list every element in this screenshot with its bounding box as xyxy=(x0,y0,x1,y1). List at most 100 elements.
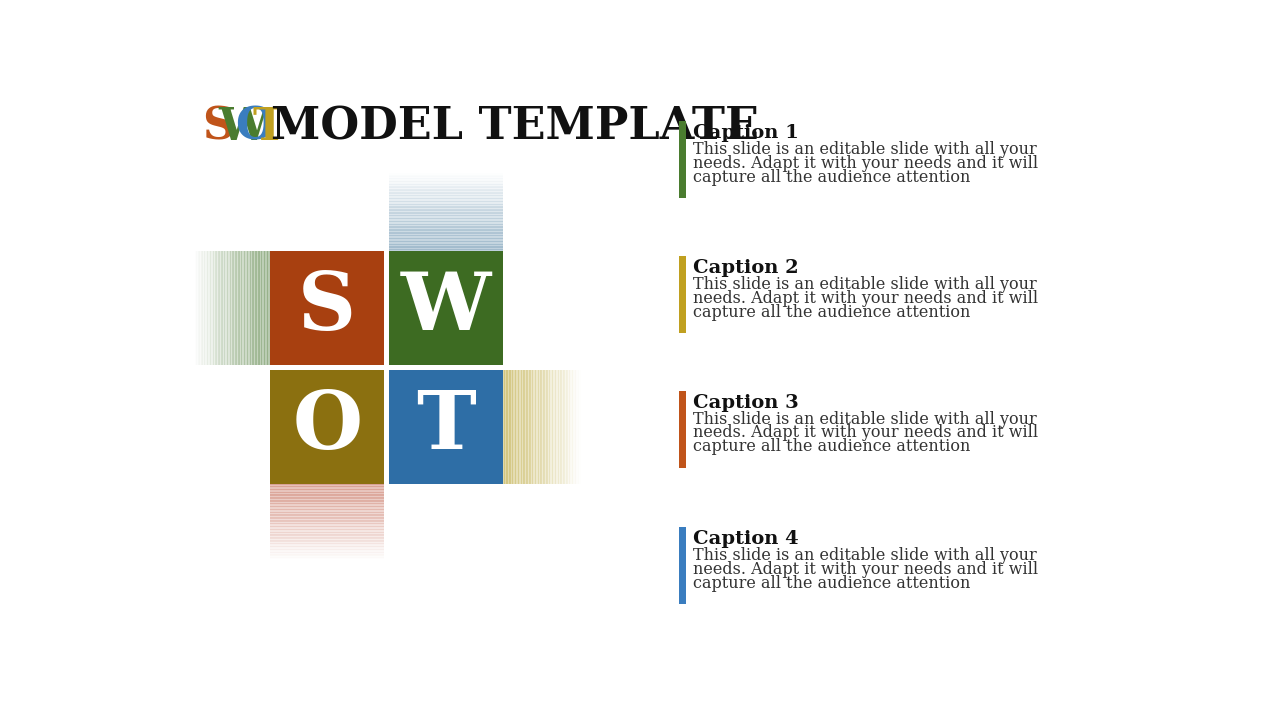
Bar xyxy=(562,370,563,484)
Bar xyxy=(389,238,503,240)
Text: This slide is an editable slide with all your: This slide is an editable slide with all… xyxy=(692,276,1037,293)
Bar xyxy=(564,370,567,484)
Bar xyxy=(255,251,257,365)
Bar xyxy=(270,485,384,487)
Bar xyxy=(521,370,524,484)
Bar xyxy=(270,532,384,534)
Bar xyxy=(389,228,503,230)
Bar xyxy=(229,251,230,365)
Bar xyxy=(389,207,503,210)
Bar xyxy=(207,251,210,365)
Bar xyxy=(680,121,686,198)
Bar xyxy=(389,226,503,228)
Bar xyxy=(550,370,553,484)
Bar xyxy=(270,501,384,504)
Text: This slide is an editable slide with all your: This slide is an editable slide with all… xyxy=(692,547,1037,564)
Bar xyxy=(270,525,384,527)
Bar xyxy=(270,512,384,515)
Bar xyxy=(518,370,521,484)
Bar xyxy=(193,251,196,365)
Bar xyxy=(579,370,581,484)
Bar xyxy=(511,370,513,484)
Bar xyxy=(557,370,559,484)
Bar xyxy=(515,370,517,484)
Bar xyxy=(517,370,518,484)
Bar xyxy=(270,551,384,553)
Bar xyxy=(270,495,384,498)
Text: Caption 4: Caption 4 xyxy=(692,530,799,548)
Bar xyxy=(503,370,506,484)
Bar xyxy=(270,492,384,495)
Bar xyxy=(389,198,503,200)
Bar xyxy=(270,486,384,488)
Bar xyxy=(530,370,532,484)
Text: Caption 3: Caption 3 xyxy=(692,394,799,412)
Bar xyxy=(238,251,241,365)
Bar xyxy=(233,251,236,365)
Bar xyxy=(389,209,503,211)
Bar xyxy=(526,370,529,484)
Bar xyxy=(268,251,270,365)
Bar xyxy=(270,540,384,542)
Bar xyxy=(389,201,503,204)
Text: W: W xyxy=(219,106,269,148)
Bar xyxy=(270,505,384,507)
Bar xyxy=(389,244,503,246)
Bar xyxy=(389,235,503,238)
Bar xyxy=(225,251,228,365)
Bar xyxy=(389,184,503,186)
Bar xyxy=(541,370,544,484)
Bar xyxy=(389,248,503,250)
Bar xyxy=(566,370,568,484)
Bar xyxy=(248,251,251,365)
Bar xyxy=(389,233,503,235)
Bar xyxy=(389,243,503,245)
Bar xyxy=(270,494,384,496)
Bar xyxy=(545,370,548,484)
Bar xyxy=(389,222,503,225)
Bar xyxy=(513,370,516,484)
Bar xyxy=(506,370,508,484)
Bar xyxy=(256,251,259,365)
Bar xyxy=(270,541,384,544)
Bar xyxy=(234,251,237,365)
Bar xyxy=(544,370,547,484)
Bar xyxy=(553,370,556,484)
Text: needs. Adapt it with your needs and it will: needs. Adapt it with your needs and it w… xyxy=(692,424,1038,441)
Bar xyxy=(389,204,503,207)
Bar xyxy=(270,539,384,541)
Bar xyxy=(216,251,219,365)
Bar xyxy=(563,370,566,484)
Text: O: O xyxy=(236,106,274,148)
Bar xyxy=(389,213,503,216)
Bar xyxy=(270,503,384,505)
Bar xyxy=(227,251,229,365)
Bar xyxy=(559,370,562,484)
Bar xyxy=(270,370,384,484)
Bar xyxy=(389,197,503,199)
Bar xyxy=(270,531,384,533)
Bar xyxy=(270,509,384,511)
Bar xyxy=(202,251,205,365)
Bar xyxy=(221,251,223,365)
Bar xyxy=(270,521,384,523)
Bar xyxy=(512,370,515,484)
Text: capture all the audience attention: capture all the audience attention xyxy=(692,168,970,186)
Bar xyxy=(270,518,384,521)
Bar xyxy=(552,370,554,484)
Bar xyxy=(389,195,503,197)
Bar xyxy=(270,497,384,499)
Bar xyxy=(270,555,384,557)
Bar xyxy=(270,506,384,508)
Bar xyxy=(270,516,384,518)
Text: needs. Adapt it with your needs and it will: needs. Adapt it with your needs and it w… xyxy=(692,155,1038,172)
Bar xyxy=(389,179,503,182)
Bar xyxy=(389,174,503,176)
Bar xyxy=(270,544,384,547)
Bar xyxy=(389,221,503,223)
Bar xyxy=(389,189,503,191)
Bar xyxy=(270,535,384,538)
Bar xyxy=(270,554,384,556)
Bar xyxy=(270,528,384,530)
Bar xyxy=(389,240,503,242)
